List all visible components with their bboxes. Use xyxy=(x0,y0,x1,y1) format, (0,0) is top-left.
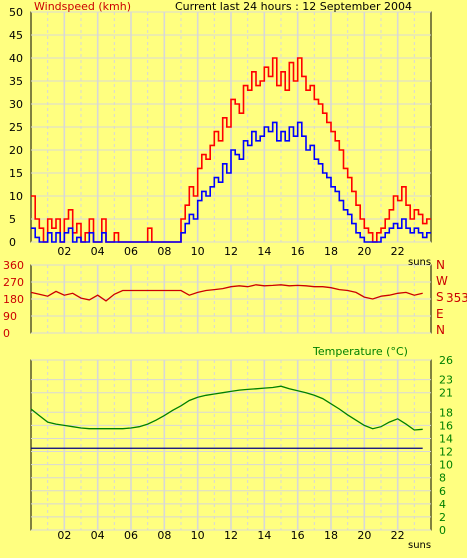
temperature-y-tick-label: 8 xyxy=(439,472,446,485)
wind-x-tick-label: 22 xyxy=(391,245,405,258)
wind-x-tick-label: 16 xyxy=(291,245,305,258)
wind-x-tick-label: 18 xyxy=(324,245,338,258)
wind-y-tick-label: 15 xyxy=(9,167,23,180)
wind-x-tick-label: 02 xyxy=(57,245,71,258)
direction-series-line xyxy=(30,284,423,302)
direction-y-tick-label: 90 xyxy=(3,310,17,323)
direction-compass-label: E xyxy=(436,307,444,321)
temperature-x-unit-label: suns xyxy=(408,540,431,551)
direction-y-tick-label: 360 xyxy=(3,259,24,272)
temperature-y-tick-label: 23 xyxy=(439,374,453,387)
direction-compass-label: N xyxy=(436,258,445,272)
wind-y-tick-label: 45 xyxy=(9,29,23,42)
wind-y-tick-label: 25 xyxy=(9,121,23,134)
temperature-x-tick-label: 08 xyxy=(157,529,171,542)
wind-chart-title: Windspeed (kmh) xyxy=(34,0,131,13)
wind-y-tick-label: 20 xyxy=(9,144,23,157)
wind-x-tick-label: 10 xyxy=(191,245,205,258)
temperature-y-tick-label: 14 xyxy=(439,432,453,445)
direction-compass-label: N xyxy=(436,323,445,337)
wind-y-tick-label: 10 xyxy=(9,190,23,203)
direction-current-value: 353 xyxy=(446,291,467,305)
temperature-y-tick-label: 6 xyxy=(439,485,446,498)
wind-average-series-line xyxy=(31,121,431,243)
wind-x-unit-label: suns xyxy=(408,257,431,268)
wind-y-tick-label: 30 xyxy=(9,98,23,111)
temperature-x-tick-label: 10 xyxy=(191,529,205,542)
wind-x-tick-label: 20 xyxy=(357,245,371,258)
temperature-y-tick-label: 10 xyxy=(439,459,453,472)
direction-y-tick-label: 270 xyxy=(3,276,24,289)
temperature-y-tick-label: 2 xyxy=(439,511,446,524)
temperature-y-tick-label: 21 xyxy=(439,387,453,400)
temperature-x-tick-label: 16 xyxy=(291,529,305,542)
wind-gust-series-line xyxy=(31,57,431,243)
temperature-x-tick-label: 02 xyxy=(57,529,71,542)
temperature-x-tick-label: 20 xyxy=(357,529,371,542)
temperature-x-tick-label: 04 xyxy=(91,529,105,542)
wind-x-tick-label: 06 xyxy=(124,245,138,258)
wind-x-tick-label: 08 xyxy=(157,245,171,258)
wind-y-tick-label: 40 xyxy=(9,52,23,65)
direction-y-tick-label: 0 xyxy=(3,327,10,340)
temperature-x-tick-label: 22 xyxy=(391,529,405,542)
temperature-x-tick-label: 18 xyxy=(324,529,338,542)
temperature-x-tick-label: 12 xyxy=(224,529,238,542)
temperature-series-line xyxy=(30,385,423,431)
temperature-x-tick-label: 06 xyxy=(124,529,138,542)
temperature-y-tick-label: 12 xyxy=(439,446,453,459)
temperature-chart-title: Temperature (°C) xyxy=(312,345,408,358)
temperature-x-tick-label: 14 xyxy=(257,529,271,542)
temperature-y-tick-label: 18 xyxy=(439,406,453,419)
wind-y-tick-label: 0 xyxy=(9,236,16,249)
wind-y-tick-label: 35 xyxy=(9,75,23,88)
wind-y-tick-label: 50 xyxy=(9,6,23,19)
wind-x-tick-label: 04 xyxy=(91,245,105,258)
wind-y-tick-label: 5 xyxy=(9,213,16,226)
chart-subtitle: Current last 24 hours : 12 September 200… xyxy=(175,0,412,13)
temperature-y-tick-label: 16 xyxy=(439,419,453,432)
wind-x-tick-label: 12 xyxy=(224,245,238,258)
temperature-y-tick-label: 0 xyxy=(439,524,446,537)
direction-y-tick-label: 180 xyxy=(3,293,24,306)
temperature-y-tick-label: 26 xyxy=(439,354,453,367)
temperature-y-tick-label: 4 xyxy=(439,498,446,511)
direction-compass-label: S xyxy=(436,290,444,304)
direction-compass-label: W xyxy=(436,274,448,288)
wind-x-tick-label: 14 xyxy=(257,245,271,258)
